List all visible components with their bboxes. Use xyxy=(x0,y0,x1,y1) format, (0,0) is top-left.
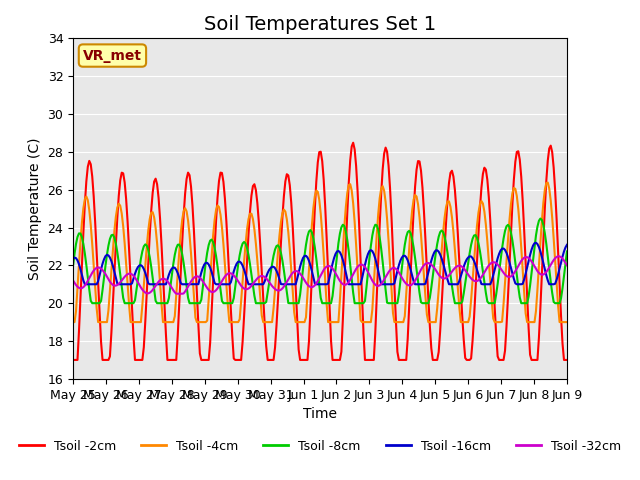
Tsoil -8cm xyxy=(180,260,188,266)
Tsoil -2cm xyxy=(217,170,225,176)
Tsoil -32cm xyxy=(69,277,77,283)
Tsoil -32cm xyxy=(172,291,180,297)
Line: Tsoil -32cm: Tsoil -32cm xyxy=(73,256,567,294)
Tsoil -2cm xyxy=(349,140,357,145)
Line: Tsoil -2cm: Tsoil -2cm xyxy=(73,143,567,360)
Line: Tsoil -8cm: Tsoil -8cm xyxy=(73,218,567,303)
Tsoil -4cm xyxy=(563,319,571,325)
Tsoil -16cm xyxy=(180,281,188,287)
Tsoil -4cm xyxy=(69,319,77,325)
Y-axis label: Soil Temperature (C): Soil Temperature (C) xyxy=(28,137,42,280)
Tsoil -4cm xyxy=(479,201,487,206)
Tsoil -32cm xyxy=(563,263,571,268)
Tsoil -8cm xyxy=(563,249,571,254)
Tsoil -2cm xyxy=(481,165,488,170)
Tsoil -16cm xyxy=(532,240,540,246)
Tsoil -8cm xyxy=(69,263,77,269)
Tsoil -2cm xyxy=(75,329,83,335)
Tsoil -8cm xyxy=(348,276,356,282)
Tsoil -8cm xyxy=(536,216,544,221)
Tsoil -8cm xyxy=(475,240,483,246)
Tsoil -8cm xyxy=(75,230,83,236)
Tsoil -16cm xyxy=(563,242,571,248)
Tsoil -32cm xyxy=(554,253,562,259)
Title: Soil Temperatures Set 1: Soil Temperatures Set 1 xyxy=(204,15,436,34)
X-axis label: Time: Time xyxy=(303,407,337,421)
Tsoil -32cm xyxy=(481,269,488,275)
Tsoil -16cm xyxy=(218,281,226,287)
Tsoil -16cm xyxy=(81,281,89,287)
Tsoil -8cm xyxy=(218,298,226,304)
Tsoil -32cm xyxy=(475,277,483,283)
Line: Tsoil -4cm: Tsoil -4cm xyxy=(73,182,567,322)
Tsoil -4cm xyxy=(75,262,83,267)
Tsoil -2cm xyxy=(346,157,354,163)
Tsoil -32cm xyxy=(348,274,356,280)
Tsoil -16cm xyxy=(348,281,356,287)
Tsoil -2cm xyxy=(475,230,483,236)
Tsoil -4cm xyxy=(346,181,354,187)
Tsoil -32cm xyxy=(75,285,83,291)
Text: VR_met: VR_met xyxy=(83,48,142,62)
Tsoil -8cm xyxy=(88,300,96,306)
Tsoil -16cm xyxy=(69,256,77,262)
Tsoil -8cm xyxy=(481,280,488,286)
Tsoil -16cm xyxy=(75,261,83,267)
Legend: Tsoil -2cm, Tsoil -4cm, Tsoil -8cm, Tsoil -16cm, Tsoil -32cm: Tsoil -2cm, Tsoil -4cm, Tsoil -8cm, Tsoi… xyxy=(14,435,626,458)
Tsoil -32cm xyxy=(180,290,188,296)
Tsoil -4cm xyxy=(179,217,186,223)
Tsoil -4cm xyxy=(217,212,225,217)
Tsoil -32cm xyxy=(218,278,226,284)
Tsoil -2cm xyxy=(563,357,571,363)
Line: Tsoil -16cm: Tsoil -16cm xyxy=(73,243,567,284)
Tsoil -2cm xyxy=(179,240,186,246)
Tsoil -16cm xyxy=(481,281,488,287)
Tsoil -2cm xyxy=(69,357,77,363)
Tsoil -4cm xyxy=(473,223,481,228)
Tsoil -4cm xyxy=(544,180,552,185)
Tsoil -16cm xyxy=(475,272,483,277)
